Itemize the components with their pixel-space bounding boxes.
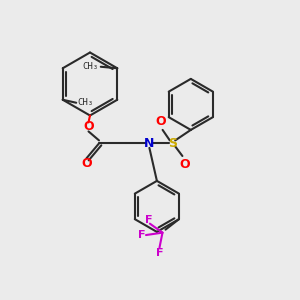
Text: O: O xyxy=(155,115,166,128)
Text: F: F xyxy=(156,248,163,258)
Text: O: O xyxy=(83,120,94,134)
Text: N: N xyxy=(144,137,154,150)
Text: CH₃: CH₃ xyxy=(78,98,94,107)
Text: S: S xyxy=(168,137,177,150)
Text: CH₃: CH₃ xyxy=(82,62,98,71)
Text: O: O xyxy=(81,157,92,170)
Text: O: O xyxy=(179,158,190,171)
Text: F: F xyxy=(138,230,146,240)
Text: F: F xyxy=(145,215,152,225)
